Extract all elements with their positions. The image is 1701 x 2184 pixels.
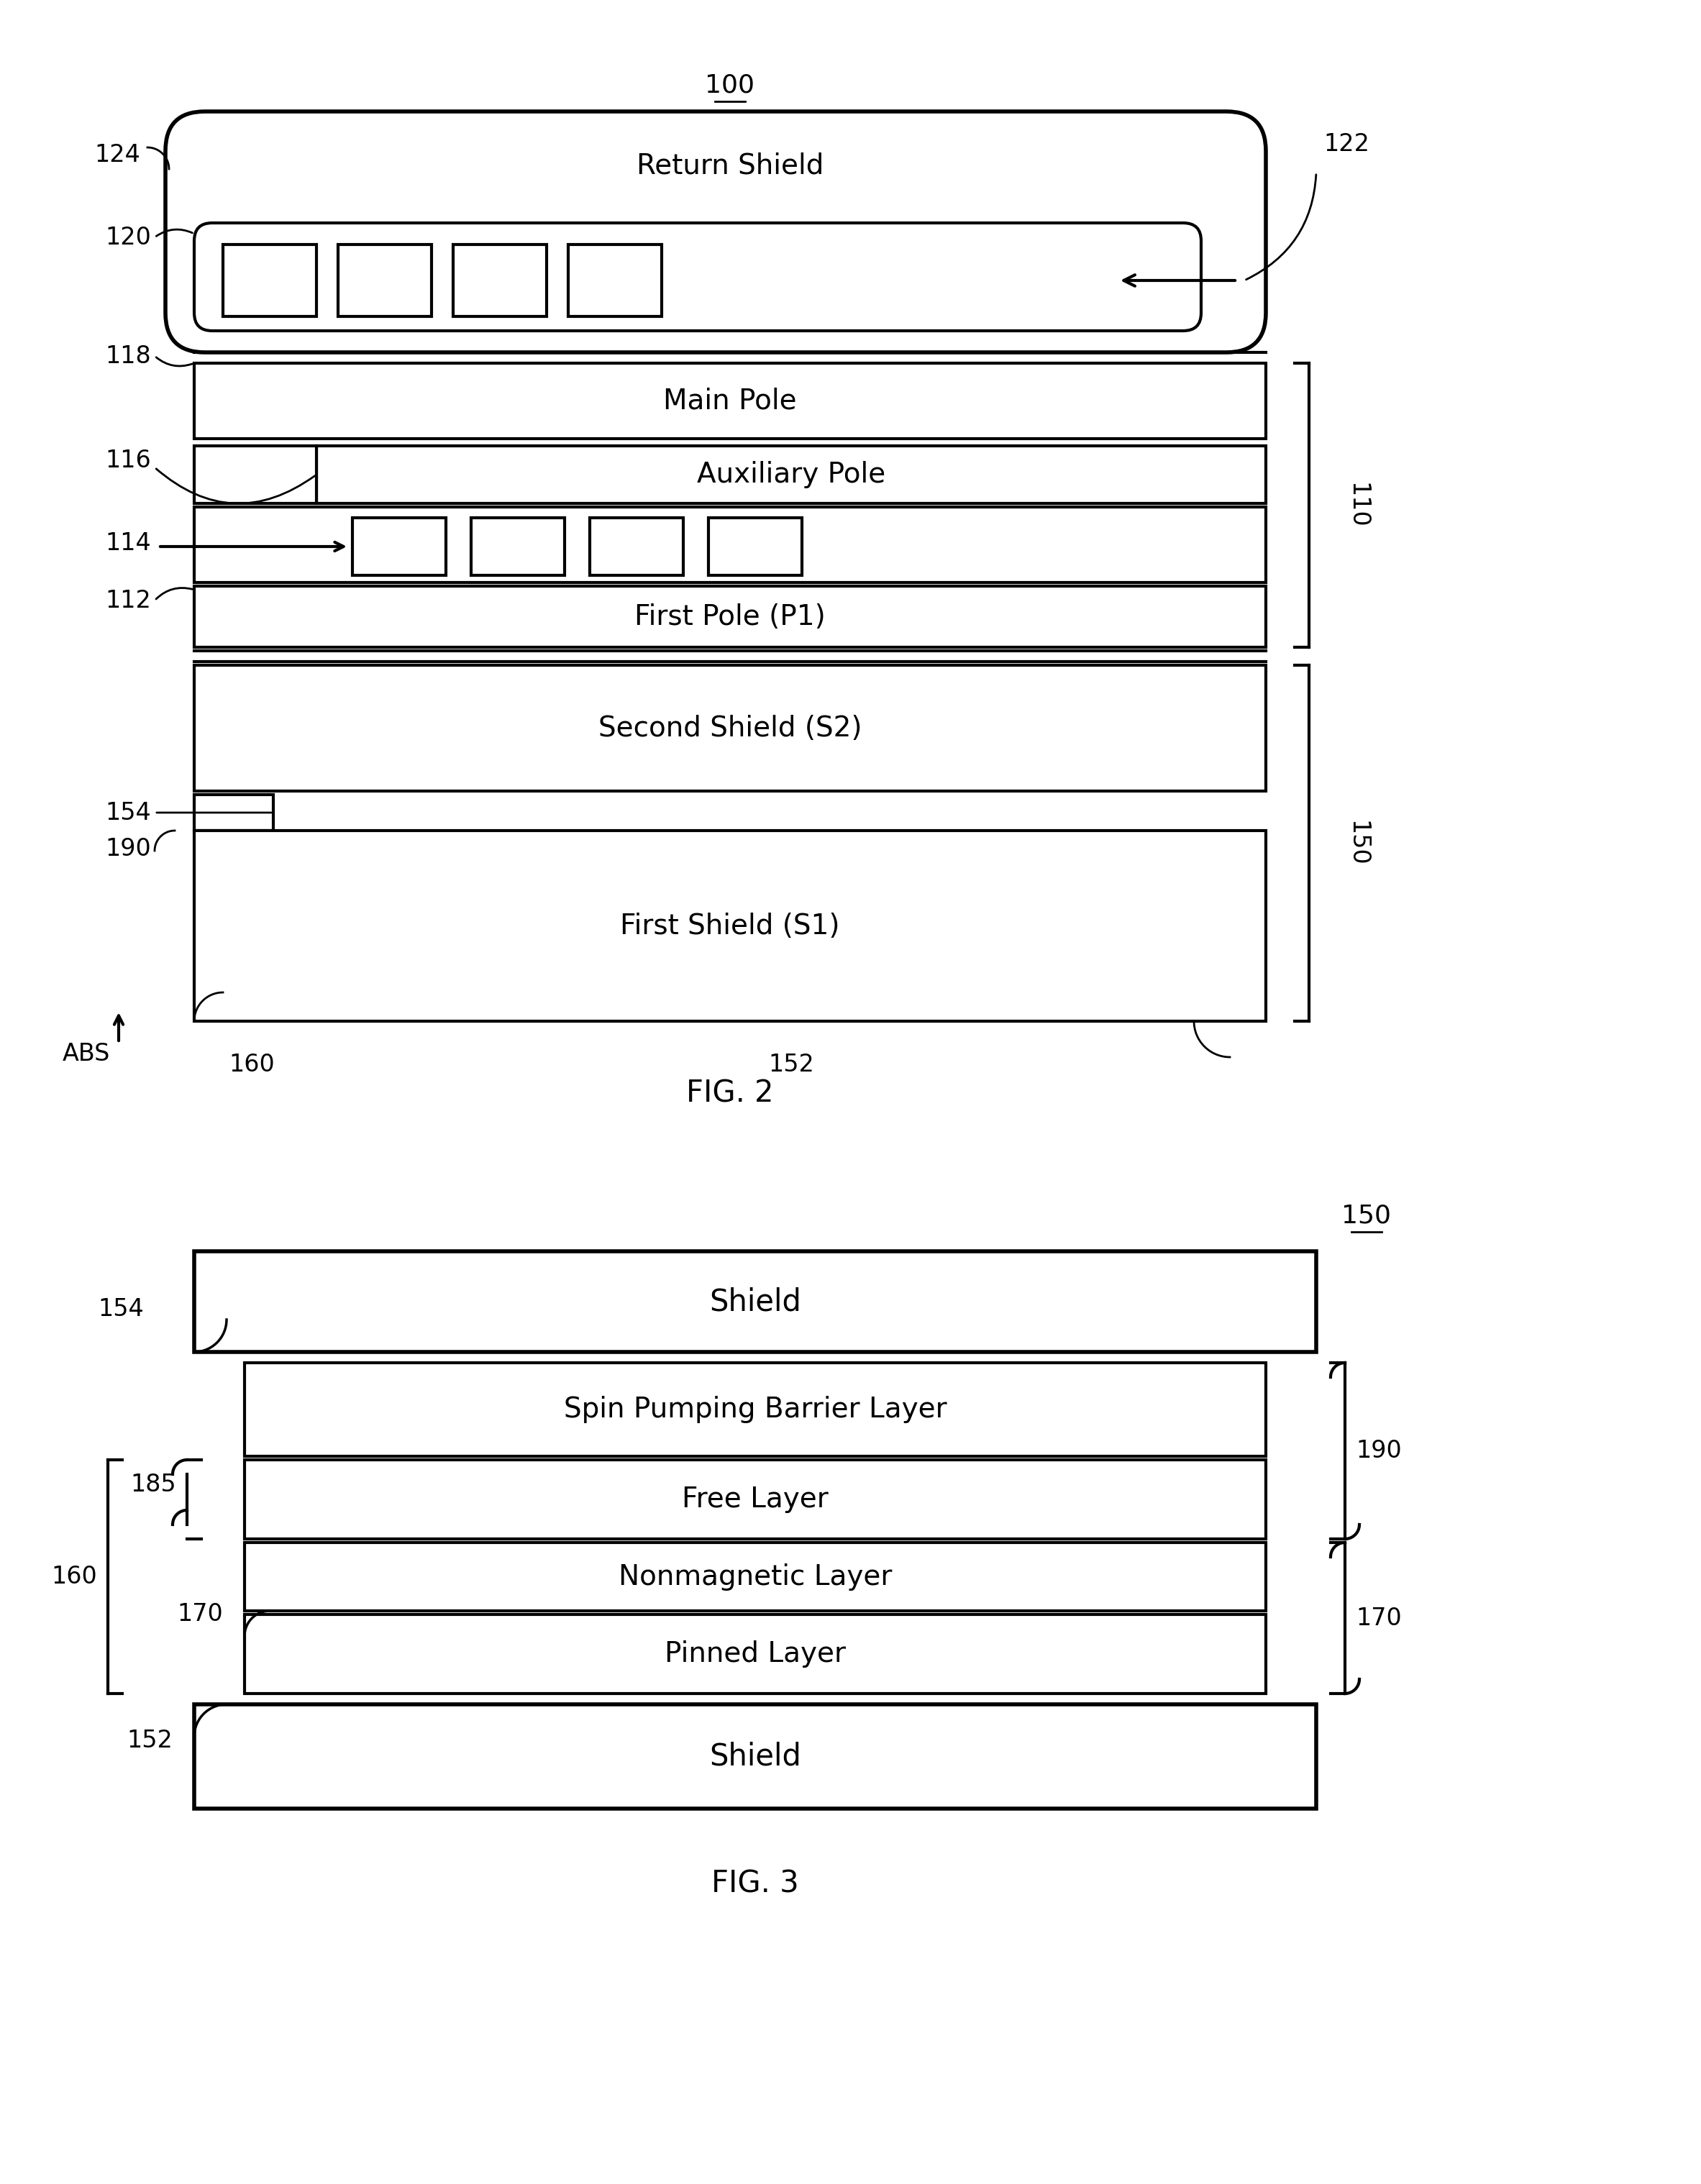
- Text: 154: 154: [99, 1297, 145, 1321]
- Text: 152: 152: [769, 1053, 815, 1077]
- Text: 110: 110: [1345, 483, 1369, 529]
- Bar: [352, 518, 446, 574]
- Text: Return Shield: Return Shield: [636, 151, 823, 179]
- Bar: [245, 1363, 1266, 1457]
- Bar: [223, 245, 316, 317]
- Bar: [590, 518, 684, 574]
- Text: Nonmagnetic Layer: Nonmagnetic Layer: [619, 1564, 891, 1590]
- Bar: [568, 245, 662, 317]
- Bar: [471, 518, 565, 574]
- Text: FIG. 3: FIG. 3: [711, 1870, 799, 1900]
- Bar: [194, 585, 1266, 646]
- Bar: [194, 795, 274, 830]
- Bar: [194, 446, 316, 502]
- Bar: [708, 518, 801, 574]
- Text: Spin Pumping Barrier Layer: Spin Pumping Barrier Layer: [563, 1396, 947, 1424]
- Text: 116: 116: [105, 448, 151, 472]
- Text: 120: 120: [105, 225, 151, 249]
- Bar: [245, 1614, 1266, 1693]
- FancyBboxPatch shape: [194, 223, 1201, 330]
- Text: FIG. 2: FIG. 2: [686, 1079, 774, 1107]
- FancyBboxPatch shape: [165, 111, 1266, 352]
- Text: 114: 114: [105, 531, 151, 555]
- Bar: [316, 446, 1266, 502]
- Text: 190: 190: [1356, 1439, 1402, 1463]
- Text: 118: 118: [105, 345, 151, 367]
- Text: 160: 160: [51, 1564, 97, 1588]
- Text: Auxiliary Pole: Auxiliary Pole: [697, 461, 886, 489]
- Text: Free Layer: Free Layer: [682, 1485, 828, 1514]
- Text: Main Pole: Main Pole: [663, 387, 796, 415]
- Text: 150: 150: [1342, 1203, 1391, 1227]
- Text: 154: 154: [105, 802, 151, 826]
- Bar: [245, 1542, 1266, 1612]
- Text: ABS: ABS: [63, 1042, 111, 1066]
- Bar: [194, 1251, 1317, 1352]
- Text: 152: 152: [126, 1728, 172, 1752]
- Text: 124: 124: [94, 142, 139, 166]
- Text: Shield: Shield: [709, 1286, 801, 1317]
- Text: 190: 190: [105, 836, 151, 860]
- Bar: [338, 245, 432, 317]
- Text: 112: 112: [105, 590, 151, 612]
- Text: First Shield (S1): First Shield (S1): [621, 913, 840, 939]
- Text: First Pole (P1): First Pole (P1): [634, 603, 825, 631]
- Bar: [194, 507, 1266, 583]
- Bar: [194, 666, 1266, 791]
- Text: Shield: Shield: [709, 1741, 801, 1771]
- Bar: [194, 363, 1266, 439]
- Text: 122: 122: [1323, 131, 1369, 155]
- Text: 185: 185: [131, 1474, 177, 1496]
- Bar: [194, 830, 1266, 1022]
- Bar: [194, 1704, 1317, 1808]
- Text: 170: 170: [1356, 1605, 1402, 1629]
- Bar: [245, 1459, 1266, 1540]
- Text: 150: 150: [1345, 821, 1369, 867]
- Bar: [452, 245, 546, 317]
- Text: 100: 100: [706, 72, 755, 96]
- Text: 170: 170: [177, 1603, 223, 1627]
- Text: Pinned Layer: Pinned Layer: [665, 1640, 845, 1669]
- Text: 160: 160: [230, 1053, 274, 1077]
- Text: Second Shield (S2): Second Shield (S2): [599, 714, 862, 743]
